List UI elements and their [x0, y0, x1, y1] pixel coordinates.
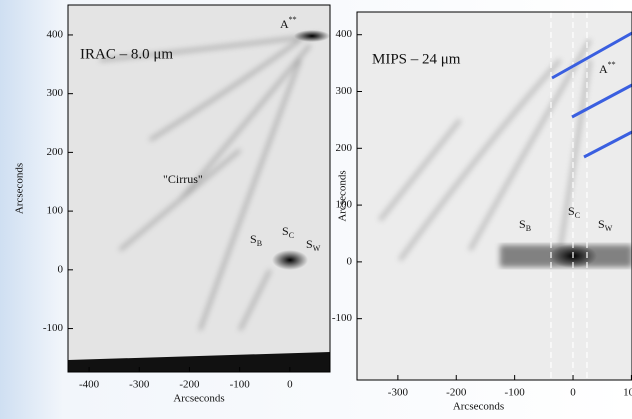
annotation-text: S: [306, 237, 313, 251]
y-tick-label: -100: [332, 312, 353, 324]
annotation: "Cirrus": [163, 172, 203, 186]
x-tick-label: -300: [388, 387, 409, 399]
x-tick-label: -200: [179, 379, 200, 391]
annotation-sub: C: [289, 231, 294, 240]
y-tick-label: 300: [336, 85, 353, 97]
x-axis-label: Arcseconds: [453, 401, 504, 413]
y-tick-label: 100: [47, 205, 64, 217]
y-tick-label: 200: [336, 142, 353, 154]
y-tick-label: 200: [47, 146, 64, 158]
annotation-text: S: [282, 224, 289, 238]
x-tick-label: -100: [505, 387, 526, 399]
annotation-text: S: [250, 232, 257, 246]
annotation-text: S: [568, 204, 575, 218]
annotation-sub: W: [313, 244, 321, 253]
y-tick-label: 400: [47, 28, 64, 40]
y-axis-label: Arcseconds: [14, 163, 26, 214]
y-tick-label: -100: [43, 322, 64, 334]
y-tick-label: 0: [347, 255, 353, 267]
annotation-sub: W: [605, 224, 613, 233]
y-tick-label: 0: [58, 263, 64, 275]
annotation: SB: [519, 217, 531, 233]
annotation: SW: [598, 217, 613, 233]
x-tick-label: 0: [287, 379, 293, 391]
annotation-sub: B: [526, 224, 531, 233]
x-tick-label: -200: [446, 387, 467, 399]
y-tick-label: 400: [336, 28, 353, 40]
y-axis-label: Arcseconds: [337, 170, 349, 221]
x-tick-label: -400: [79, 379, 100, 391]
annotation: SC: [282, 224, 294, 240]
panel-title: MIPS – 24 μm: [372, 51, 461, 67]
annotation-sub: B: [257, 239, 262, 248]
annotation-sup: **: [289, 15, 297, 24]
annotation: SC: [568, 204, 580, 220]
y-tick-label: 100: [336, 199, 353, 211]
annotation-text: S: [519, 217, 526, 231]
annotation: A**: [280, 15, 297, 31]
x-tick-label: 100: [623, 387, 632, 399]
annotation-text: "Cirrus": [163, 172, 203, 186]
annotation: SW: [306, 237, 321, 253]
panel-title: IRAC – 8.0 μm: [80, 46, 173, 62]
x-axis-label: Arcseconds: [173, 393, 224, 405]
x-tick-label: -100: [230, 379, 251, 391]
annotation-text: A: [599, 62, 608, 76]
annotation-sub: C: [575, 211, 580, 220]
annotation: A**: [599, 60, 616, 76]
annotation-sup: **: [608, 60, 616, 69]
annotation-text: A: [280, 17, 289, 31]
x-tick-label: -300: [129, 379, 150, 391]
annotation-text: S: [598, 217, 605, 231]
x-tick-label: 0: [570, 387, 576, 399]
irac-image: [67, 4, 331, 373]
y-tick-label: 300: [47, 87, 64, 99]
mips-image: [356, 11, 632, 381]
annotation: SB: [250, 232, 262, 248]
